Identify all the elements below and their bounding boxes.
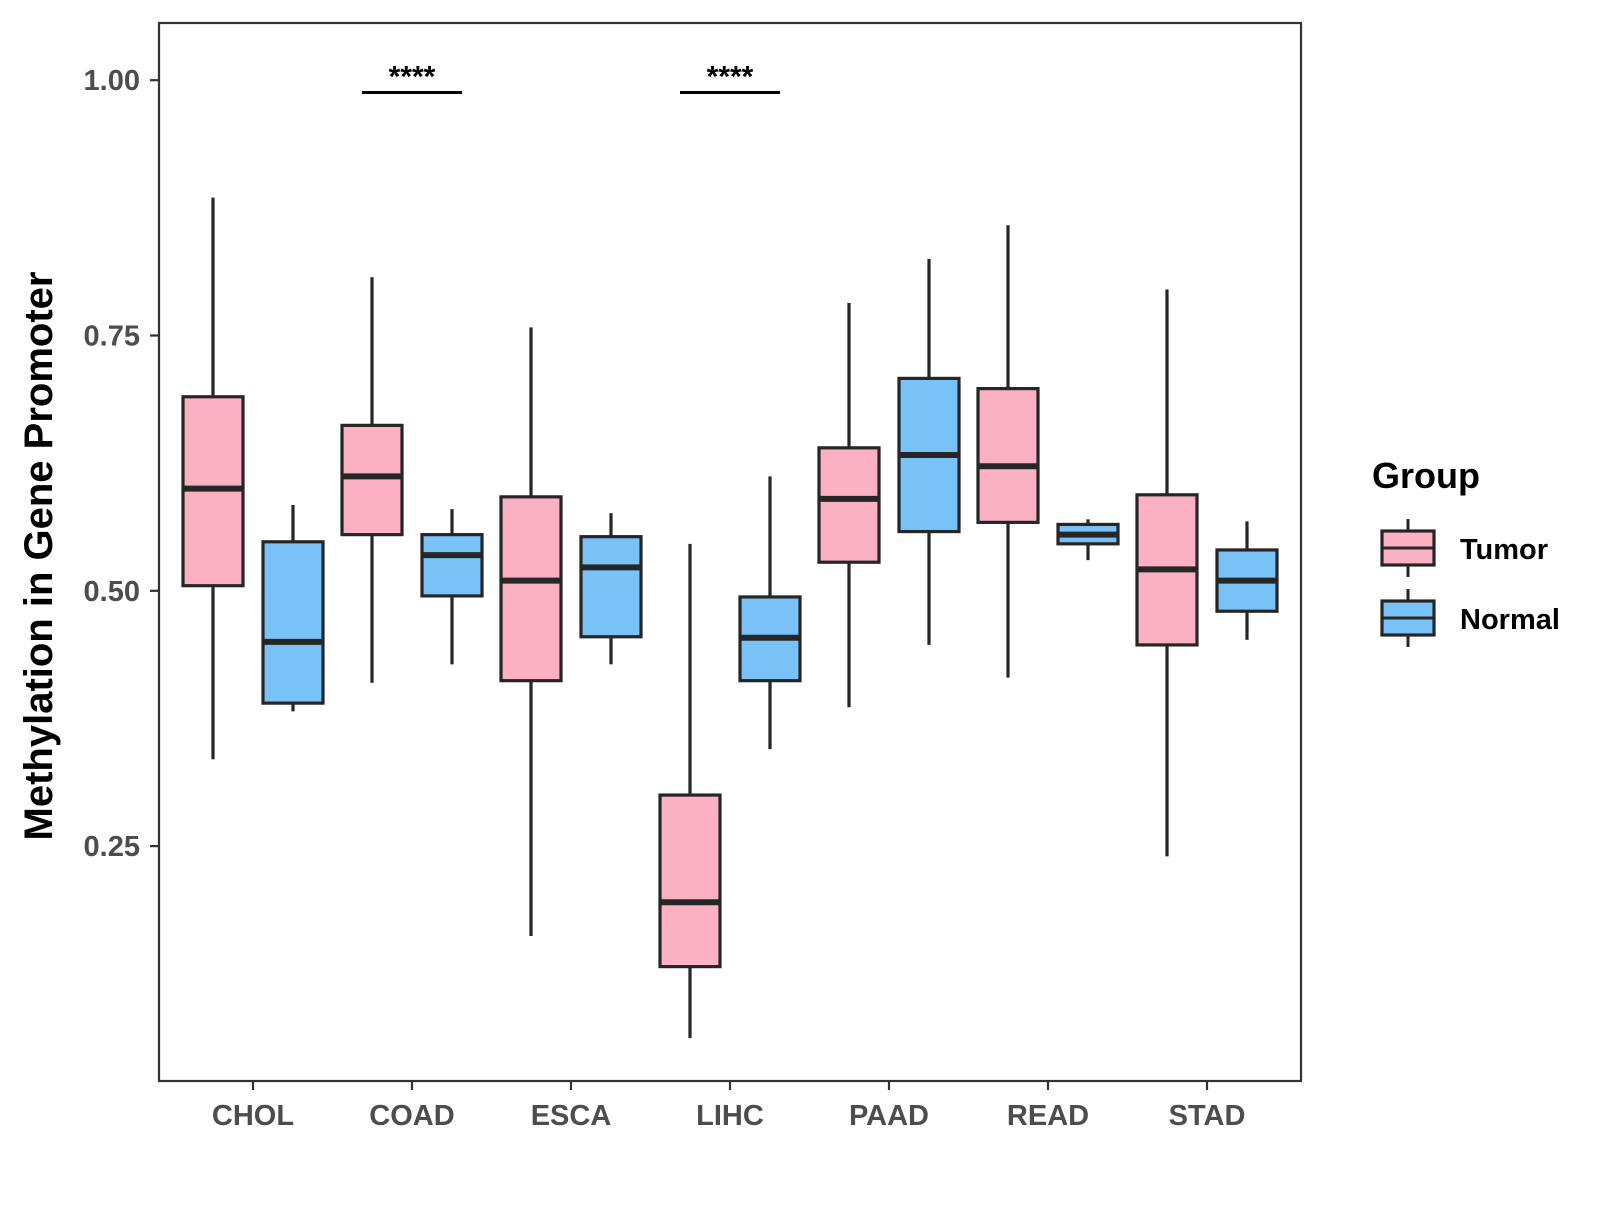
legend-title: Group	[1372, 455, 1480, 496]
tumor-lihc-box	[658, 793, 722, 969]
x-tick-label-lihc: LIHC	[696, 1100, 764, 1132]
normal-chol-box	[261, 540, 325, 705]
y-tick-label: 0.50	[84, 576, 140, 608]
x-tick-label-coad: COAD	[369, 1100, 454, 1132]
x-tick-label-esca: ESCA	[531, 1100, 612, 1132]
y-axis-title: Methylation in Gene Promoter	[17, 272, 61, 841]
x-tick-label-read: READ	[1007, 1100, 1089, 1132]
normal-esca-box	[579, 535, 643, 639]
tumor-read-box	[976, 387, 1040, 524]
y-tick-label: 0.25	[84, 831, 140, 863]
legend-tumor-label: Tumor	[1460, 534, 1548, 566]
x-tick-label-paad: PAAD	[849, 1100, 929, 1132]
legend-normal-label: Normal	[1460, 604, 1560, 636]
tumor-coad-box	[340, 423, 404, 537]
tumor-paad-box	[817, 446, 881, 564]
significance-label-lihc: ****	[707, 60, 754, 93]
normal-coad-box	[420, 533, 484, 598]
x-tick-label-chol: CHOL	[212, 1100, 294, 1132]
x-tick-label-stad: STAD	[1169, 1100, 1246, 1132]
y-tick-label: 0.75	[84, 320, 140, 352]
tumor-esca-box	[499, 495, 563, 683]
y-tick-label: 1.00	[84, 65, 140, 97]
significance-label-coad: ****	[389, 60, 436, 93]
plot-panel-border	[157, 21, 1303, 1083]
